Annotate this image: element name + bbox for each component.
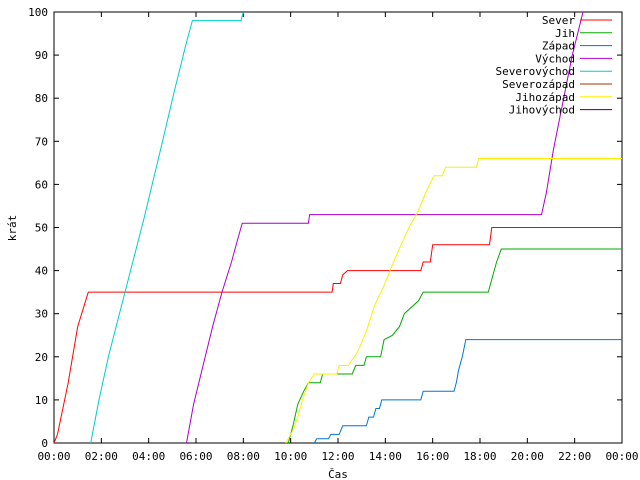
x-tick-label: 08:00 [227, 450, 260, 463]
legend-label: Severozápad [502, 78, 575, 91]
y-tick-labels: 0 10 20 30 40 50 60 70 80 90 100 [28, 6, 48, 450]
legend-label: Jihovýchod [509, 104, 575, 117]
y-tick-label: 30 [35, 308, 48, 321]
x-tick-label: 12:00 [321, 450, 354, 463]
legend-label: Sever [542, 14, 575, 27]
series-line-jihozápad [285, 158, 622, 444]
y-tick-label: 10 [35, 394, 48, 407]
y-axis-label: krát [6, 215, 19, 242]
series-line-východ [186, 11, 584, 444]
legend-label: Jih [555, 27, 575, 40]
series-line-severovýchod [90, 11, 244, 444]
x-tick-label: 16:00 [416, 450, 449, 463]
x-tick-label: 18:00 [463, 450, 496, 463]
y-tick-label: 20 [35, 351, 48, 364]
legend-label: Severovýchod [496, 65, 575, 78]
x-tick-labels: 00:00 02:00 04:00 06:00 08:00 10:00 12:00 14:00… [37, 450, 638, 463]
y-tick-label: 60 [35, 178, 48, 191]
x-tick-label: 10:00 [274, 450, 307, 463]
y-tick-label: 50 [35, 222, 48, 235]
x-tick-label: 02:00 [85, 450, 118, 463]
y-tick-label: 90 [35, 49, 48, 62]
x-axis-label: Čas [328, 468, 348, 480]
x-tick-label: 00:00 [605, 450, 638, 463]
legend: SeverJihZápadVýchodSeverovýchodSeverozáp… [496, 14, 612, 117]
series-line-sever [53, 227, 622, 444]
y-tick-label: 70 [35, 135, 48, 148]
series-lines [53, 11, 622, 444]
x-tick-label: 14:00 [369, 450, 402, 463]
series-line-jih [287, 248, 622, 444]
y-tick-label: 0 [41, 437, 48, 450]
legend-label: Západ [542, 40, 575, 53]
x-tick-label: 06:00 [179, 450, 212, 463]
y-tick-label: 40 [35, 265, 48, 278]
y-tick-label: 80 [35, 92, 48, 105]
y-tick-label: 100 [28, 6, 48, 19]
x-tick-label: 04:00 [132, 450, 165, 463]
x-tick-label: 22:00 [558, 450, 591, 463]
legend-label: Východ [535, 52, 575, 65]
x-tick-label: 20:00 [511, 450, 544, 463]
x-tick-label: 00:00 [37, 450, 70, 463]
legend-label: Jihozápad [515, 91, 575, 104]
series-line-západ [313, 339, 622, 444]
